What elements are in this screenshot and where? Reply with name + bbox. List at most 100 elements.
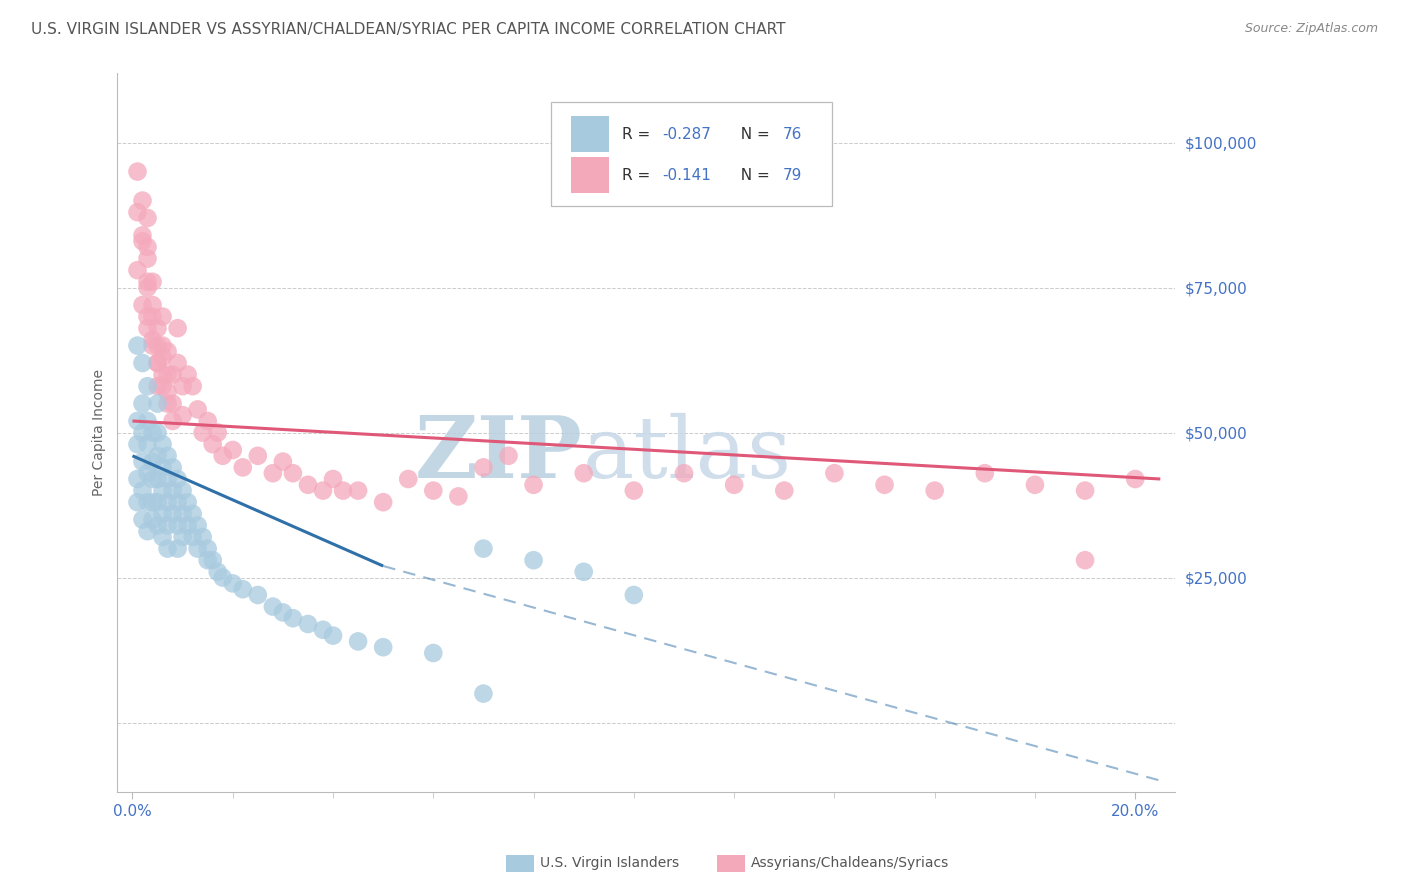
Point — [271, 606, 294, 620]
Point — [281, 611, 304, 625]
Point — [156, 495, 179, 509]
Bar — [571, 117, 609, 153]
Point — [152, 368, 174, 382]
Point — [162, 396, 184, 410]
Point — [152, 379, 174, 393]
Point — [422, 483, 444, 498]
Point — [127, 495, 149, 509]
Point — [924, 483, 946, 498]
Point — [187, 402, 209, 417]
Text: ZIP: ZIP — [415, 412, 583, 496]
Point — [523, 477, 546, 491]
Point — [222, 442, 245, 457]
Point — [172, 379, 194, 393]
Point — [201, 553, 224, 567]
Point — [127, 164, 149, 178]
Point — [211, 571, 233, 585]
Text: U.S. VIRGIN ISLANDER VS ASSYRIAN/CHALDEAN/SYRIAC PER CAPITA INCOME CORRELATION C: U.S. VIRGIN ISLANDER VS ASSYRIAN/CHALDEA… — [31, 22, 786, 37]
Text: 79: 79 — [783, 168, 803, 183]
Bar — [571, 157, 609, 194]
Point — [172, 483, 194, 498]
Point — [141, 310, 163, 324]
Point — [232, 460, 254, 475]
Point — [297, 477, 319, 491]
Point — [181, 379, 204, 393]
Point — [176, 495, 198, 509]
Point — [156, 541, 179, 556]
Point — [152, 460, 174, 475]
FancyBboxPatch shape — [551, 102, 831, 206]
Point — [191, 425, 214, 440]
Point — [396, 472, 419, 486]
Point — [156, 368, 179, 382]
Point — [207, 425, 229, 440]
Point — [422, 646, 444, 660]
Point — [572, 466, 595, 480]
Point — [373, 640, 395, 655]
Point — [136, 321, 159, 335]
Point — [347, 483, 370, 498]
Point — [131, 425, 153, 440]
Point — [498, 449, 520, 463]
Point — [146, 379, 169, 393]
Point — [146, 396, 169, 410]
Point — [156, 449, 179, 463]
Point — [201, 437, 224, 451]
Point — [146, 472, 169, 486]
Point — [347, 634, 370, 648]
Point — [152, 530, 174, 544]
Point — [127, 437, 149, 451]
Point — [146, 338, 169, 352]
Point — [156, 518, 179, 533]
Point — [146, 356, 169, 370]
Text: R =: R = — [621, 168, 655, 183]
Point — [873, 477, 896, 491]
Point — [297, 617, 319, 632]
Point — [172, 507, 194, 521]
Point — [162, 483, 184, 498]
Point — [131, 454, 153, 468]
Point — [823, 466, 845, 480]
Point — [166, 321, 188, 335]
Point — [322, 472, 344, 486]
Point — [187, 541, 209, 556]
Point — [146, 495, 169, 509]
Point — [246, 588, 269, 602]
Point — [197, 553, 219, 567]
Text: R =: R = — [621, 127, 655, 142]
Point — [152, 338, 174, 352]
Point — [127, 338, 149, 352]
Point — [146, 321, 169, 335]
Point — [146, 518, 169, 533]
Point — [181, 530, 204, 544]
Point — [472, 541, 495, 556]
Point — [447, 490, 470, 504]
Point — [166, 356, 188, 370]
Point — [141, 454, 163, 468]
Point — [156, 344, 179, 359]
Point — [141, 472, 163, 486]
Point — [131, 513, 153, 527]
Point — [156, 396, 179, 410]
Point — [152, 483, 174, 498]
Point — [146, 356, 169, 370]
Point — [152, 437, 174, 451]
Point — [572, 565, 595, 579]
Point — [281, 466, 304, 480]
Text: U.S. Virgin Islanders: U.S. Virgin Islanders — [540, 856, 679, 871]
Point — [131, 194, 153, 208]
Point — [141, 275, 163, 289]
Point — [166, 541, 188, 556]
Point — [973, 466, 995, 480]
Point — [136, 240, 159, 254]
Point — [176, 518, 198, 533]
Point — [472, 687, 495, 701]
Point — [152, 310, 174, 324]
Point — [197, 541, 219, 556]
Point — [172, 530, 194, 544]
Text: -0.287: -0.287 — [662, 127, 711, 142]
Point — [162, 414, 184, 428]
Point — [127, 263, 149, 277]
Point — [136, 211, 159, 225]
Point — [127, 472, 149, 486]
